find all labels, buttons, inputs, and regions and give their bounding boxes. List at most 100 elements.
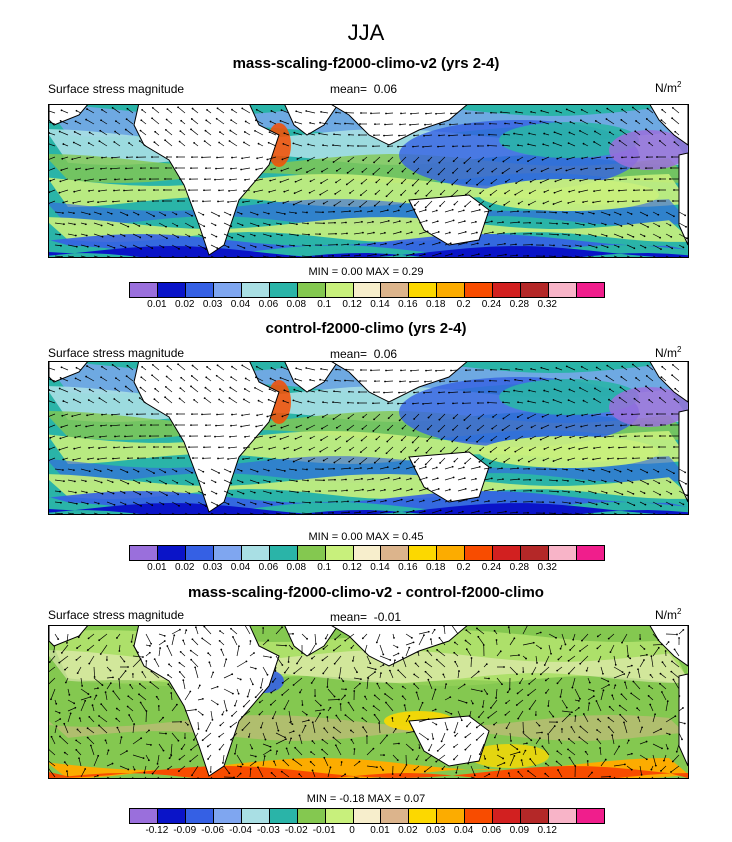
wind-vector-head <box>639 638 642 640</box>
wind-vector-head <box>504 379 506 382</box>
wind-vector-head <box>671 117 674 120</box>
wind-vector-head <box>126 471 129 474</box>
wind-vector <box>112 364 121 371</box>
wind-vector <box>223 255 228 257</box>
wind-vector-head <box>151 772 154 775</box>
wind-vector-head <box>202 200 204 203</box>
wind-vector <box>452 424 459 431</box>
wind-vector <box>522 642 534 646</box>
wind-vector-head <box>130 640 133 643</box>
wind-vector <box>542 156 550 161</box>
wind-vector-head <box>618 139 621 142</box>
wind-vector <box>600 677 609 682</box>
wind-vector <box>77 666 82 674</box>
wind-vector <box>210 490 217 494</box>
wind-vector <box>639 765 642 775</box>
wind-vector-head <box>606 413 608 416</box>
wind-vector <box>405 253 414 257</box>
wind-vector-head <box>87 693 90 695</box>
wind-vector-head <box>145 710 148 712</box>
wind-vector <box>98 633 108 641</box>
wind-vector <box>424 134 433 137</box>
wind-vector-head <box>504 449 506 452</box>
wind-vector <box>411 112 420 115</box>
wind-vector-head <box>591 157 594 160</box>
wind-vector-head <box>478 460 481 463</box>
wind-vector-head <box>178 189 180 191</box>
wind-vector <box>230 167 238 170</box>
wind-vector-head <box>609 651 612 654</box>
wind-vector-head <box>230 482 233 485</box>
wind-vector <box>580 120 589 125</box>
wind-vector <box>610 644 615 653</box>
wind-vector <box>556 167 563 171</box>
wind-vector-head <box>260 726 262 729</box>
wind-vector <box>444 776 446 778</box>
wind-vector-head <box>84 179 87 182</box>
wind-vector <box>476 628 485 635</box>
wind-vector <box>106 501 115 506</box>
wind-vector <box>170 743 173 755</box>
wind-vector-head <box>425 219 428 222</box>
wind-vector-head <box>507 626 510 629</box>
wind-vector-head <box>329 706 332 709</box>
wind-vector <box>219 732 225 737</box>
wind-vector <box>230 130 238 136</box>
wind-vector-head <box>372 231 375 234</box>
wind-vector-head <box>88 131 91 134</box>
wind-vector-head <box>124 246 127 249</box>
wind-vector-head <box>578 448 581 450</box>
wind-vector-head <box>530 110 533 113</box>
wind-vector-head <box>257 201 260 203</box>
wind-vector <box>553 457 563 462</box>
wind-vector <box>67 688 70 695</box>
wind-vector-head <box>240 469 243 472</box>
wind-vector <box>61 167 69 171</box>
wind-vector <box>210 776 213 778</box>
wind-vector-head <box>164 396 167 399</box>
colorbar-swatch <box>185 809 214 823</box>
wind-vector-head <box>99 179 101 181</box>
wind-vector-head <box>387 145 389 148</box>
wind-vector-head <box>279 223 282 225</box>
wind-vector <box>530 379 537 382</box>
wind-vector-head <box>435 723 438 726</box>
wind-vector <box>106 776 110 778</box>
wind-vector-head <box>556 157 559 160</box>
colorbar-swatch <box>409 283 438 297</box>
colorbar-tick-label: 0.1 <box>317 562 332 573</box>
wind-vector-head <box>385 112 387 115</box>
wind-vector-head <box>133 768 136 771</box>
wind-vector <box>672 364 680 371</box>
wind-vector <box>467 754 472 764</box>
wind-vector <box>674 398 680 404</box>
wind-vector-head <box>164 214 167 217</box>
wind-vector-head <box>510 740 512 742</box>
wind-vector <box>587 479 595 483</box>
wind-vector-head <box>126 364 129 367</box>
wind-vector-head <box>502 160 505 163</box>
wind-vector-head <box>543 448 546 450</box>
wind-vector-head <box>334 450 337 452</box>
wind-vector-head <box>540 479 542 482</box>
wind-vector-head <box>253 491 256 494</box>
wind-vector <box>101 366 108 371</box>
wind-vector-head <box>645 375 648 377</box>
wind-vector <box>218 399 225 404</box>
wind-vector-head <box>495 639 498 641</box>
wind-vector-head <box>362 488 364 491</box>
wind-vector-head <box>159 647 162 649</box>
colorbar-tick-label: 0.1 <box>317 299 332 310</box>
wind-vector-head <box>99 436 101 438</box>
wind-vector <box>67 222 75 225</box>
wind-vector <box>587 703 590 712</box>
wind-vector-head <box>75 658 78 661</box>
wind-vector <box>375 446 381 452</box>
wind-vector <box>267 413 277 417</box>
wind-vector-head <box>488 500 490 502</box>
wind-vector <box>503 156 511 162</box>
wind-vector <box>528 400 537 404</box>
wind-vector-head <box>254 129 256 132</box>
wind-vector-head <box>322 672 325 675</box>
wind-vector-head <box>217 457 219 460</box>
